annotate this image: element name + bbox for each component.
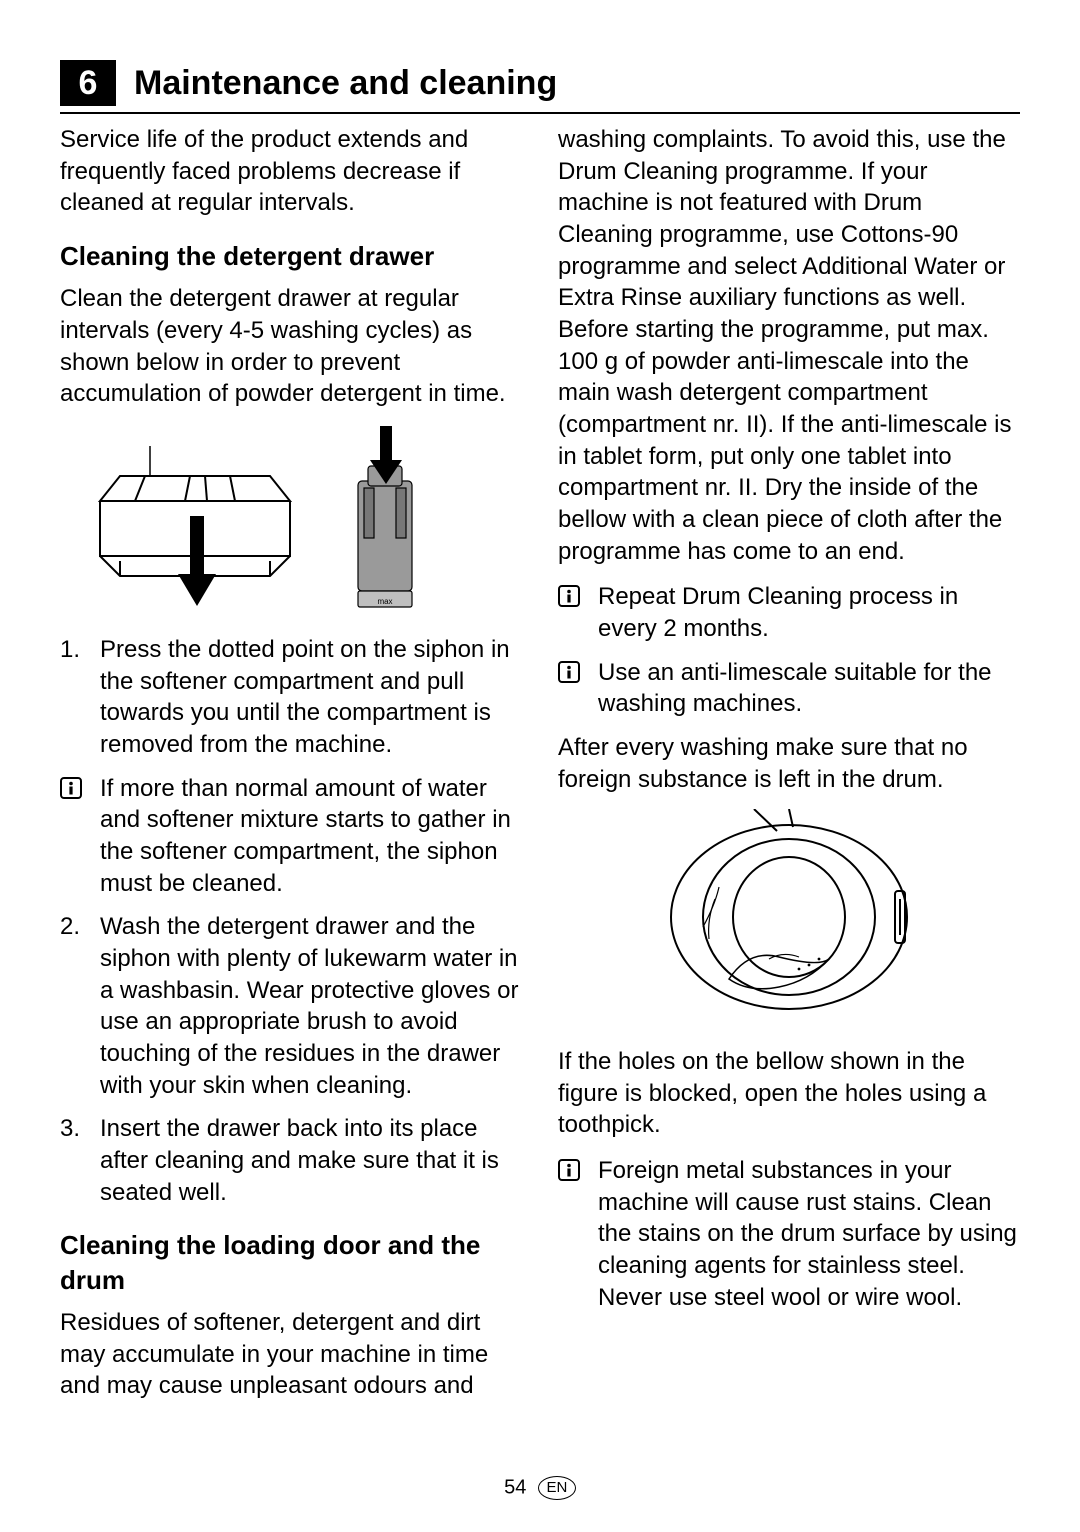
info-text: Foreign metal substances in your machine… [598,1155,1020,1313]
section1-steps-cont: 2. Wash the detergent drawer and the sip… [60,911,522,1208]
info-icon [558,657,598,720]
content-columns: Service life of the product extends and … [60,124,1020,1424]
section2-heading: Cleaning the loading door and the drum [60,1228,522,1297]
section1-steps: 1. Press the dotted point on the siphon … [60,634,522,761]
drum-illustration [659,809,919,1019]
info-text: Use an anti-limescale suitable for the w… [598,657,1020,720]
info-note: If more than normal amount of water and … [60,773,522,900]
section1-heading: Cleaning the detergent drawer [60,239,522,273]
info-note: Use an anti-limescale suitable for the w… [558,657,1020,720]
step-text: Press the dotted point on the siphon in … [100,634,522,761]
list-item: 1. Press the dotted point on the siphon … [60,634,522,761]
drum-figure [558,809,1020,1028]
section2-para3: If the holes on the bellow shown in the … [558,1046,1020,1141]
list-item: 2. Wash the detergent drawer and the sip… [60,911,522,1101]
page-number: 54 [504,1476,526,1498]
step-number: 1. [60,634,100,761]
svg-text:max: max [377,597,392,606]
step-text: Wash the detergent drawer and the siphon… [100,911,522,1101]
intro-paragraph: Service life of the product extends and … [60,124,522,219]
chapter-number-badge: 6 [60,60,116,106]
step-number: 2. [60,911,100,1101]
info-icon [558,1155,598,1313]
info-text: Repeat Drum Cleaning process in every 2 … [598,581,1020,644]
info-icon [60,773,100,900]
list-item: 3. Insert the drawer back into its place… [60,1113,522,1208]
chapter-title: Maintenance and cleaning [134,64,557,103]
info-text: If more than normal amount of water and … [100,773,522,900]
section1-intro: Clean the detergent drawer at regular in… [60,283,522,410]
drawer-illustration [90,446,300,616]
section2-para2: After every washing make sure that no fo… [558,732,1020,795]
language-badge: EN [538,1476,576,1500]
detergent-drawer-figure: max [90,426,522,616]
info-note: Repeat Drum Cleaning process in every 2 … [558,581,1020,644]
step-text: Insert the drawer back into its place af… [100,1113,522,1208]
chapter-header: 6 Maintenance and cleaning [60,60,1020,114]
page-footer: 54 EN [0,1476,1080,1500]
step-number: 3. [60,1113,100,1208]
info-icon [558,581,598,644]
info-note: Foreign metal substances in your machine… [558,1155,1020,1313]
siphon-illustration: max [340,426,430,616]
